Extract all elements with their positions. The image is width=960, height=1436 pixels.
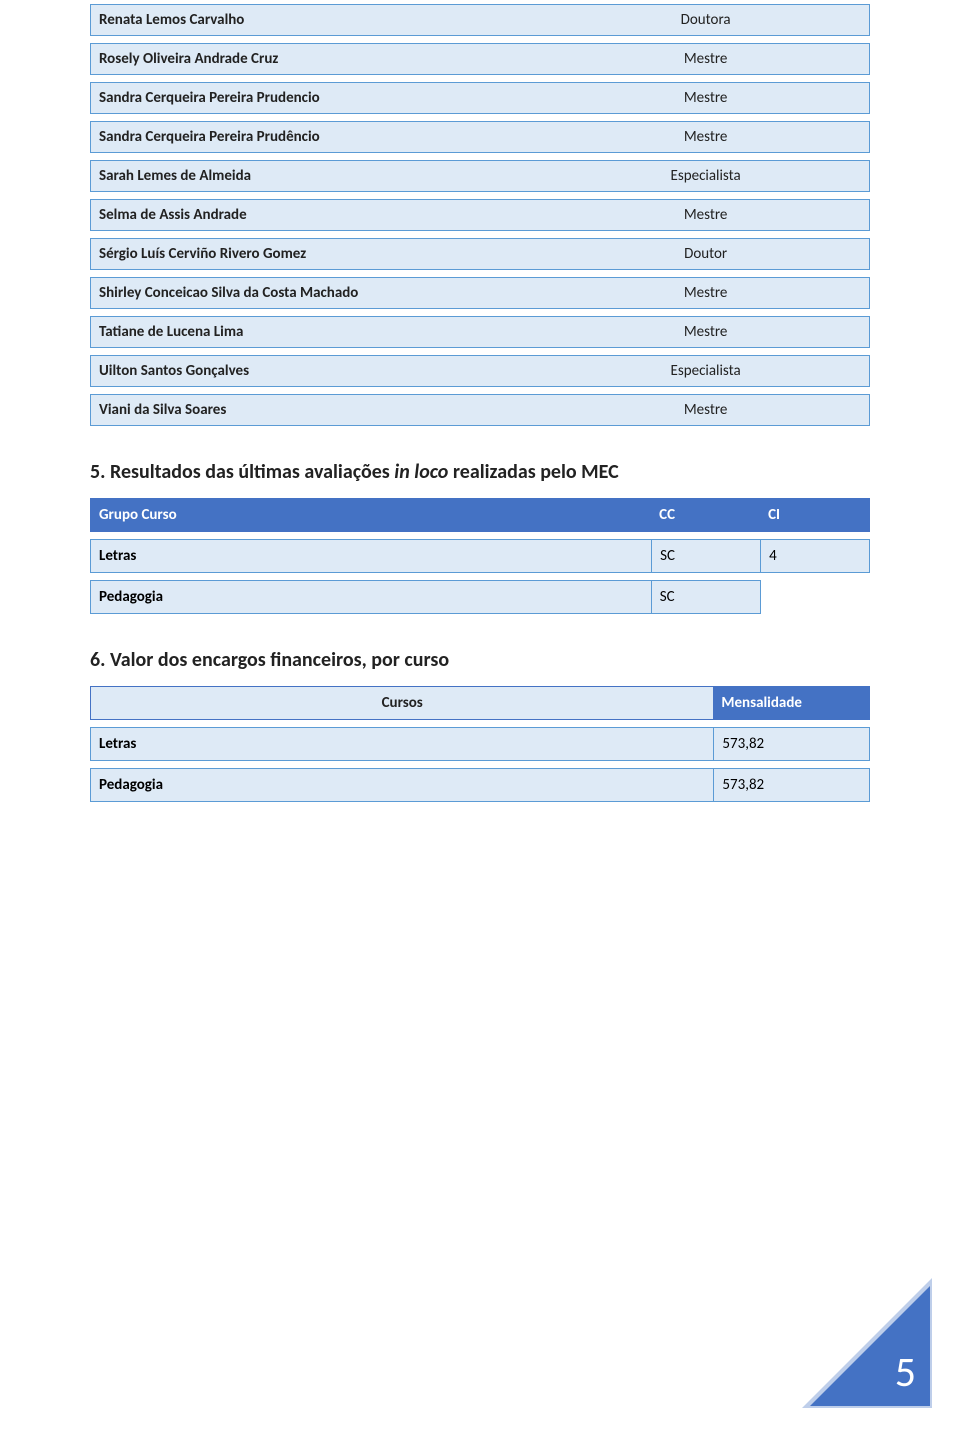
faculty-name: Sandra Cerqueira Pereira Prudêncio: [91, 122, 542, 152]
faculty-name: Sérgio Luís Cerviño Rivero Gomez: [91, 239, 542, 269]
section-5-title-pre: Resultados das últimas avaliações: [110, 460, 394, 484]
faculty-name: Rosely Oliveira Andrade Cruz: [91, 44, 542, 74]
faculty-row: Sarah Lemes de Almeida Especialista: [90, 160, 870, 192]
fees-header: Cursos Mensalidade: [90, 686, 870, 720]
results-row: Pedagogia SC: [90, 580, 761, 614]
faculty-title: Doutor: [542, 239, 869, 269]
faculty-row: Selma de Assis Andrade Mestre: [90, 199, 870, 231]
results-course: Pedagogia: [91, 581, 651, 613]
faculty-name: Sarah Lemes de Almeida: [91, 161, 542, 191]
faculty-row: Viani da Silva Soares Mestre: [90, 394, 870, 426]
faculty-row: Sandra Cerqueira Pereira Prudêncio Mestr…: [90, 121, 870, 153]
faculty-name: Sandra Cerqueira Pereira Prudencio: [91, 83, 542, 113]
results-header-cc: CC: [651, 499, 760, 531]
results-header-ci: CI: [760, 499, 869, 531]
faculty-row: Tatiane de Lucena Lima Mestre: [90, 316, 870, 348]
results-cc: SC: [651, 540, 760, 572]
fees-row: Letras 573,82: [90, 727, 870, 761]
faculty-row: Rosely Oliveira Andrade Cruz Mestre: [90, 43, 870, 75]
section-5-number: 5.: [90, 460, 105, 484]
section-6-number: 6.: [90, 648, 105, 672]
faculty-title: Mestre: [542, 44, 869, 74]
faculty-table: Renata Lemos Carvalho Doutora Rosely Oli…: [90, 4, 870, 426]
results-row: Letras SC 4: [90, 539, 870, 573]
faculty-title: Mestre: [542, 278, 869, 308]
faculty-row: Sérgio Luís Cerviño Rivero Gomez Doutor: [90, 238, 870, 270]
faculty-row: Sandra Cerqueira Pereira Prudencio Mestr…: [90, 82, 870, 114]
fees-row: Pedagogia 573,82: [90, 768, 870, 802]
faculty-row: Uilton Santos Gonçalves Especialista: [90, 355, 870, 387]
faculty-title: Mestre: [542, 83, 869, 113]
faculty-title: Mestre: [542, 395, 869, 425]
results-cc: SC: [651, 581, 760, 613]
section-5-heading: 5. Resultados das últimas avaliações in …: [90, 460, 870, 484]
section-6-title: Valor dos encargos financeiros, por curs…: [110, 648, 449, 672]
faculty-title: Doutora: [542, 5, 869, 35]
faculty-name: Uilton Santos Gonçalves: [91, 356, 542, 386]
faculty-title: Mestre: [542, 317, 869, 347]
faculty-title: Mestre: [542, 200, 869, 230]
page-number: 5: [895, 1347, 916, 1398]
faculty-title: Especialista: [542, 161, 869, 191]
section-5-title-italic: in loco: [394, 460, 448, 484]
page-corner: 5: [810, 1286, 930, 1406]
faculty-title: Especialista: [542, 356, 869, 386]
faculty-name: Shirley Conceicao Silva da Costa Machado: [91, 278, 542, 308]
fees-amount: 573,82: [713, 728, 869, 760]
results-course: Letras: [91, 540, 651, 572]
fees-header-fee: Mensalidade: [713, 687, 869, 719]
faculty-name: Tatiane de Lucena Lima: [91, 317, 542, 347]
faculty-name: Viani da Silva Soares: [91, 395, 542, 425]
fees-course: Pedagogia: [91, 769, 713, 801]
faculty-name: Selma de Assis Andrade: [91, 200, 542, 230]
section-5-title-post: realizadas pelo MEC: [448, 460, 618, 484]
results-header: Grupo Curso CC CI: [90, 498, 870, 532]
fees-table: Cursos Mensalidade Letras 573,82 Pedagog…: [90, 686, 870, 802]
results-table: Grupo Curso CC CI Letras SC 4 Pedagogia …: [90, 498, 870, 614]
results-ci: 4: [760, 540, 869, 572]
fees-course: Letras: [91, 728, 713, 760]
fees-header-courses: Cursos: [91, 687, 713, 719]
faculty-row: Shirley Conceicao Silva da Costa Machado…: [90, 277, 870, 309]
faculty-name: Renata Lemos Carvalho: [91, 5, 542, 35]
results-header-group: Grupo Curso: [91, 499, 651, 531]
fees-amount: 573,82: [713, 769, 869, 801]
faculty-row: Renata Lemos Carvalho Doutora: [90, 4, 870, 36]
section-6-heading: 6. Valor dos encargos financeiros, por c…: [90, 648, 870, 672]
faculty-title: Mestre: [542, 122, 869, 152]
